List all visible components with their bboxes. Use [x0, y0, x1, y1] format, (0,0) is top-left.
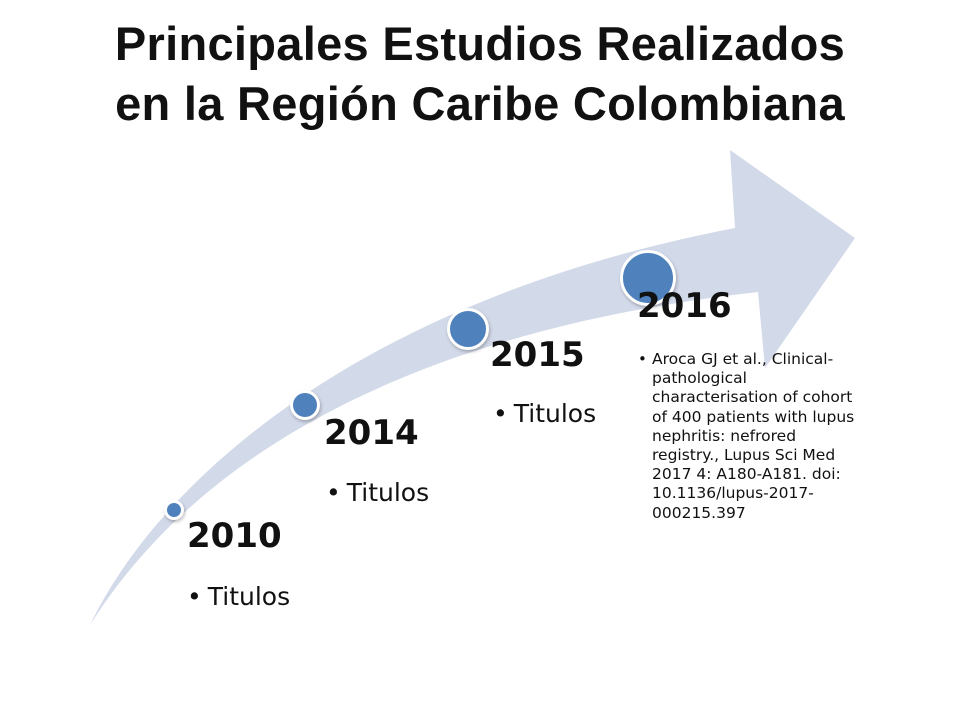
slide-title-line1: Principales Estudios Realizados: [114, 17, 846, 70]
timeline-dot-2016: [620, 250, 676, 306]
timeline-item-2010: Titulos: [187, 582, 290, 612]
bullet-icon: •: [638, 350, 647, 368]
timeline-year-2010: 2010: [187, 516, 282, 556]
timeline-year-2016: 2016: [637, 286, 732, 326]
timeline-item-2016: • Aroca GJ et al., Clinical-pathological…: [638, 350, 862, 523]
timeline-year-2014: 2014: [324, 413, 419, 453]
timeline-item-2016-text: Aroca GJ et al., Clinical-pathological c…: [652, 350, 855, 522]
timeline-dot-2010: [164, 500, 184, 520]
timeline-dot-2014: [290, 390, 320, 420]
timeline-year-2015: 2015: [490, 335, 585, 375]
slide-title-line2: en la Región Caribe Colombiana: [115, 77, 845, 130]
timeline-item-2014: Titulos: [326, 478, 429, 508]
slide-title: Principales Estudios Realizados en la Re…: [0, 14, 960, 134]
timeline-item-2015: Titulos: [493, 399, 596, 429]
timeline-dot-2015: [447, 308, 489, 350]
